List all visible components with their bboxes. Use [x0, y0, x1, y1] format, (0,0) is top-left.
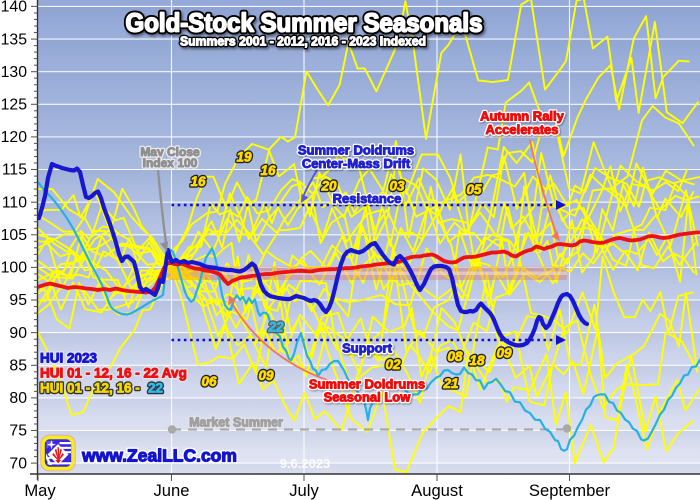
svg-text:02: 02	[385, 357, 401, 372]
svg-text:20: 20	[320, 179, 337, 194]
svg-text:Accelerates: Accelerates	[486, 122, 559, 137]
svg-text:Support: Support	[342, 341, 392, 356]
svg-text:16: 16	[260, 163, 276, 178]
svg-text:18: 18	[469, 353, 485, 368]
svg-text:115: 115	[2, 162, 27, 179]
svg-text:18: 18	[469, 353, 485, 368]
svg-text:06: 06	[201, 374, 217, 389]
svg-text:Summer Doldrums: Summer Doldrums	[298, 143, 414, 158]
svg-text:09: 09	[496, 346, 512, 361]
svg-text:05: 05	[466, 182, 482, 197]
svg-text:Center-Mass Drift: Center-Mass Drift	[302, 156, 411, 171]
svg-text:120: 120	[1, 129, 28, 146]
svg-text:Seasonal Low: Seasonal Low	[324, 390, 412, 405]
svg-text:Autumn Rally: Autumn Rally	[480, 109, 565, 124]
svg-text:105: 105	[1, 227, 28, 244]
svg-text:HUI 01 - 12, 16 - 22 Avg: HUI 01 - 12, 16 - 22 Avg	[40, 366, 187, 381]
svg-text:135: 135	[1, 31, 28, 48]
svg-text:August: August	[411, 481, 463, 500]
svg-text:16: 16	[190, 174, 206, 189]
svg-text:22: 22	[267, 320, 284, 335]
svg-text:Market Summer: Market Summer	[189, 416, 283, 430]
svg-text:08: 08	[447, 349, 463, 364]
svg-text:03: 03	[389, 179, 405, 194]
svg-text:July: July	[289, 481, 319, 500]
svg-text:100: 100	[1, 260, 28, 277]
svg-text:09: 09	[258, 368, 274, 383]
svg-text:Index 100: Index 100	[143, 156, 198, 170]
svg-text:03: 03	[389, 179, 405, 194]
svg-text:21: 21	[442, 376, 458, 391]
svg-text:110: 110	[2, 194, 27, 211]
svg-text:09: 09	[258, 368, 274, 383]
svg-text:May Close: May Close	[140, 145, 200, 159]
svg-text:125: 125	[1, 97, 28, 114]
svg-text:Summers 2001 - 2012, 2016 - 20: Summers 2001 - 2012, 2016 - 2023 Indexed	[180, 35, 426, 49]
svg-text:Summer Doldrums: Summer Doldrums	[309, 377, 425, 392]
svg-text:Summers 2001 - 2012, 2016 - 20: Summers 2001 - 2012, 2016 - 2023 Indexed	[180, 35, 426, 49]
svg-text:Resistance: Resistance	[333, 191, 402, 206]
svg-text:02: 02	[385, 357, 401, 372]
svg-text:05: 05	[466, 182, 482, 197]
svg-text:75: 75	[9, 423, 27, 440]
svg-text:www.ZealLLC.com: www.ZealLLC.com	[81, 446, 237, 466]
svg-text:130: 130	[1, 64, 28, 81]
svg-text:95: 95	[9, 292, 27, 309]
svg-text:HUI 2023: HUI 2023	[40, 351, 98, 366]
svg-text:Support: Support	[342, 341, 392, 356]
svg-text:70: 70	[9, 455, 27, 472]
svg-text:21: 21	[442, 376, 458, 391]
svg-text:HUI 01 - 12, 16 -: HUI 01 - 12, 16 -	[40, 381, 140, 396]
svg-text:08: 08	[447, 349, 463, 364]
svg-text:May: May	[24, 481, 56, 500]
svg-text:85: 85	[9, 358, 27, 375]
svg-text:Market Summer: Market Summer	[189, 416, 283, 430]
svg-text:Gold-Stock Summer Seasonals: Gold-Stock Summer Seasonals	[126, 8, 483, 38]
svg-text:140: 140	[1, 0, 28, 16]
svg-text:HUI 01 - 12, 16 -: HUI 01 - 12, 16 -	[40, 381, 140, 396]
svg-text:22: 22	[148, 381, 163, 396]
svg-text:Accelerates: Accelerates	[486, 122, 559, 137]
svg-text:Summer Doldrums: Summer Doldrums	[309, 377, 425, 392]
svg-text:May Close: May Close	[140, 145, 200, 159]
svg-text:09: 09	[496, 346, 512, 361]
svg-text:80: 80	[9, 390, 27, 407]
svg-text:16: 16	[190, 174, 206, 189]
svg-text:Index 100: Index 100	[143, 156, 198, 170]
svg-text:16: 16	[260, 163, 276, 178]
svg-text:Autumn Rally: Autumn Rally	[480, 109, 565, 124]
svg-text:22: 22	[267, 320, 284, 335]
svg-text:www.ZealLLC.com: www.ZealLLC.com	[81, 446, 237, 466]
svg-text:Seasonal Low: Seasonal Low	[324, 390, 412, 405]
svg-text:June: June	[154, 481, 190, 500]
svg-text:HUI 2023: HUI 2023	[40, 351, 98, 366]
svg-text:Center-Mass Drift: Center-Mass Drift	[302, 156, 411, 171]
svg-text:HUI 01 - 12, 16 - 22 Avg: HUI 01 - 12, 16 - 22 Avg	[40, 366, 187, 381]
svg-text:September: September	[529, 481, 611, 500]
svg-text:19: 19	[236, 150, 252, 165]
svg-text:19: 19	[236, 150, 252, 165]
svg-text:20: 20	[320, 179, 337, 194]
svg-text:22: 22	[148, 381, 163, 396]
svg-text:Summer Doldrums: Summer Doldrums	[298, 143, 414, 158]
svg-text:90: 90	[9, 325, 27, 342]
svg-text:06: 06	[201, 374, 217, 389]
svg-text:Gold-Stock Summer Seasonals: Gold-Stock Summer Seasonals	[126, 8, 483, 38]
svg-text:Resistance: Resistance	[333, 191, 402, 206]
svg-text:9.6.2023: 9.6.2023	[280, 456, 331, 471]
